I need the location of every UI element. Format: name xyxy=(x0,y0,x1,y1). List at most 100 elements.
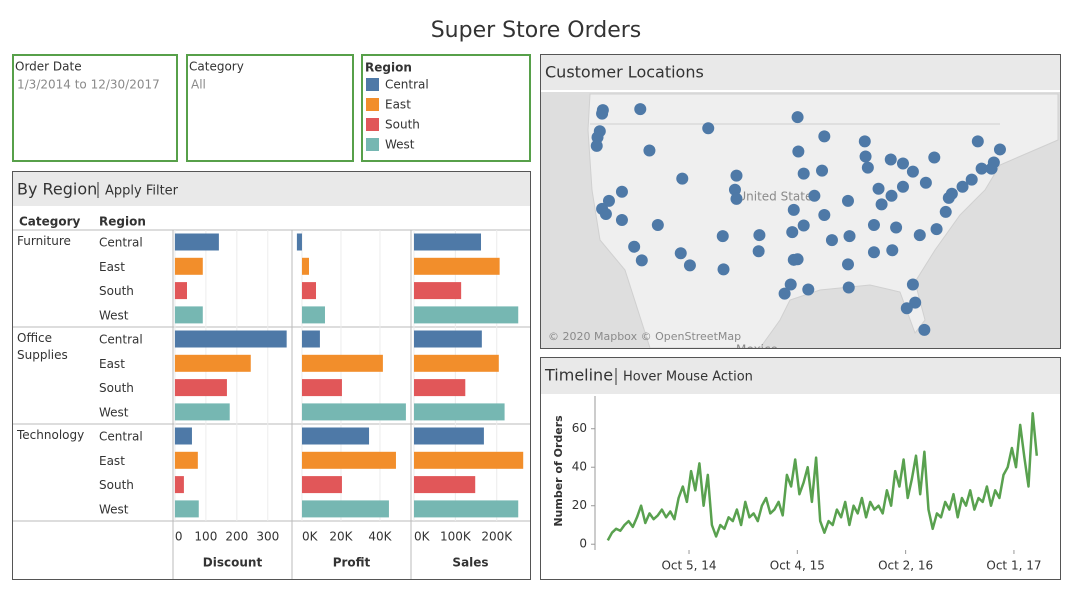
x-tick-label: Oct 2, 16 xyxy=(878,559,933,573)
map-label: United States xyxy=(737,190,818,204)
bar xyxy=(174,354,251,372)
x-tick-label: Oct 1, 17 xyxy=(986,559,1041,573)
location-dot xyxy=(918,323,931,336)
location-dot xyxy=(841,194,854,207)
x-tick-label: Oct 5, 14 xyxy=(661,559,716,573)
bar xyxy=(174,451,198,469)
panel-action[interactable]: Apply Filter xyxy=(105,184,179,199)
bar xyxy=(413,476,476,494)
bar xyxy=(301,379,342,397)
x-tick-label: 200 xyxy=(225,530,248,544)
bar xyxy=(301,500,389,518)
location-dot xyxy=(825,234,838,247)
region-label: South xyxy=(99,284,134,298)
bar xyxy=(301,451,396,469)
bar xyxy=(301,403,406,421)
location-dot xyxy=(797,167,810,180)
location-dot xyxy=(683,259,696,272)
legend-swatch xyxy=(366,138,379,151)
bar xyxy=(174,476,184,494)
location-dot xyxy=(859,150,872,163)
location-dot xyxy=(792,145,805,158)
bar xyxy=(301,306,325,324)
region-label: Central xyxy=(99,236,143,250)
bar xyxy=(174,282,187,300)
region-label: West xyxy=(99,502,129,516)
filter-label: Order Date xyxy=(15,60,82,74)
panel xyxy=(12,171,531,580)
x-tick-label: 100K xyxy=(440,530,472,544)
legend-title: Region xyxy=(365,61,412,75)
x-tick-label: 0K xyxy=(414,530,431,544)
bar xyxy=(413,330,482,348)
bar xyxy=(174,427,192,445)
panel-header xyxy=(541,358,1060,394)
location-dot xyxy=(787,203,800,216)
bar xyxy=(174,500,199,518)
panel-title: By Region xyxy=(17,180,97,199)
legend-swatch xyxy=(366,98,379,111)
location-dot xyxy=(816,164,829,177)
location-dot xyxy=(615,214,628,226)
axis-title: Sales xyxy=(452,556,488,570)
location-dot xyxy=(635,254,648,267)
x-tick-label: Oct 4, 15 xyxy=(770,559,825,573)
region-label: East xyxy=(99,260,125,274)
map-label: Mexico xyxy=(736,343,778,357)
panel xyxy=(540,54,1061,349)
location-dot xyxy=(872,182,885,195)
category-cell: Furniture xyxy=(17,234,71,248)
location-dot xyxy=(971,135,984,148)
region-label: South xyxy=(99,381,134,395)
location-dot xyxy=(818,130,831,143)
category-label: Technology xyxy=(17,428,85,442)
bar xyxy=(174,257,203,275)
location-dot xyxy=(896,157,909,170)
column-header: Region xyxy=(99,215,146,229)
bar xyxy=(301,282,317,300)
panel-title: Timeline xyxy=(544,366,613,385)
location-dot xyxy=(956,180,969,193)
panel-header xyxy=(541,55,1060,90)
legend-swatch xyxy=(366,118,379,131)
location-dot xyxy=(797,219,810,232)
axis-title: Discount xyxy=(203,556,263,570)
location-dot xyxy=(643,144,656,157)
location-dot xyxy=(808,189,821,202)
x-tick-label: 100 xyxy=(194,530,217,544)
location-dot xyxy=(945,187,958,200)
filter-box[interactable] xyxy=(12,54,178,162)
location-dot xyxy=(596,107,609,120)
y-tick-label: 20 xyxy=(572,498,587,512)
location-dot xyxy=(786,226,799,239)
y-tick-label: 40 xyxy=(572,460,587,474)
legend-box xyxy=(361,54,531,162)
bar xyxy=(413,257,500,275)
location-dot xyxy=(818,208,831,221)
location-dot xyxy=(791,111,804,124)
location-dot xyxy=(939,205,952,218)
bar xyxy=(174,403,230,421)
location-dot xyxy=(702,122,715,135)
column-header: Category xyxy=(19,215,81,229)
legend-label: East xyxy=(385,98,411,112)
y-tick-label: 0 xyxy=(579,537,587,551)
x-tick-label: 20K xyxy=(329,530,353,544)
panel xyxy=(540,357,1061,580)
region-label: Central xyxy=(99,333,143,347)
legend-label: West xyxy=(385,138,415,152)
bar xyxy=(413,500,519,518)
location-dot xyxy=(717,263,730,276)
panel-action[interactable]: Hover Mouse Action xyxy=(623,370,753,385)
location-dot xyxy=(861,161,874,174)
category-cell: Office Supplies xyxy=(17,331,68,362)
bar xyxy=(301,476,342,494)
bar xyxy=(413,379,466,397)
legend-label: Central xyxy=(385,78,429,92)
x-tick-label: 0K xyxy=(302,530,319,544)
map: United States Mexico xyxy=(541,92,1060,357)
filter-box[interactable] xyxy=(186,54,354,162)
location-dot xyxy=(884,153,897,166)
region-label: West xyxy=(99,308,129,322)
location-dot xyxy=(753,229,766,242)
